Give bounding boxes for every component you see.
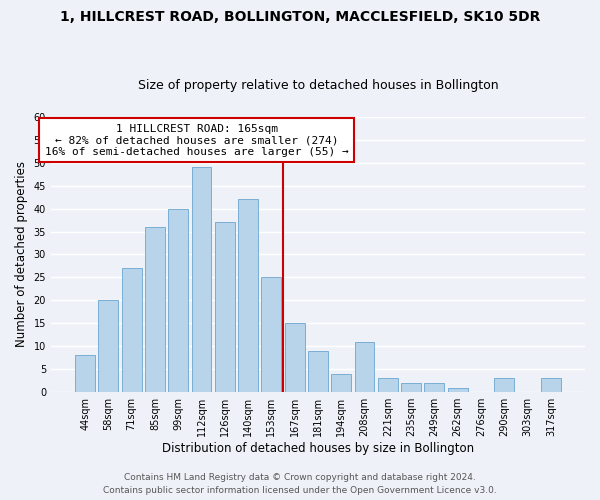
- X-axis label: Distribution of detached houses by size in Bollington: Distribution of detached houses by size …: [162, 442, 474, 455]
- Bar: [285, 324, 305, 392]
- Bar: [262, 278, 281, 392]
- Bar: [122, 268, 142, 392]
- Bar: [378, 378, 398, 392]
- Bar: [98, 300, 118, 392]
- Bar: [401, 383, 421, 392]
- Bar: [75, 356, 95, 392]
- Y-axis label: Number of detached properties: Number of detached properties: [15, 162, 28, 348]
- Bar: [308, 351, 328, 392]
- Bar: [448, 388, 467, 392]
- Bar: [355, 342, 374, 392]
- Text: Contains HM Land Registry data © Crown copyright and database right 2024.
Contai: Contains HM Land Registry data © Crown c…: [103, 474, 497, 495]
- Bar: [191, 168, 211, 392]
- Bar: [238, 200, 258, 392]
- Text: 1, HILLCREST ROAD, BOLLINGTON, MACCLESFIELD, SK10 5DR: 1, HILLCREST ROAD, BOLLINGTON, MACCLESFI…: [60, 10, 540, 24]
- Bar: [424, 383, 444, 392]
- Bar: [331, 374, 351, 392]
- Text: 1 HILLCREST ROAD: 165sqm
← 82% of detached houses are smaller (274)
16% of semi-: 1 HILLCREST ROAD: 165sqm ← 82% of detach…: [45, 124, 349, 157]
- Bar: [145, 227, 165, 392]
- Bar: [541, 378, 561, 392]
- Bar: [494, 378, 514, 392]
- Bar: [169, 208, 188, 392]
- Bar: [215, 222, 235, 392]
- Title: Size of property relative to detached houses in Bollington: Size of property relative to detached ho…: [137, 79, 498, 92]
